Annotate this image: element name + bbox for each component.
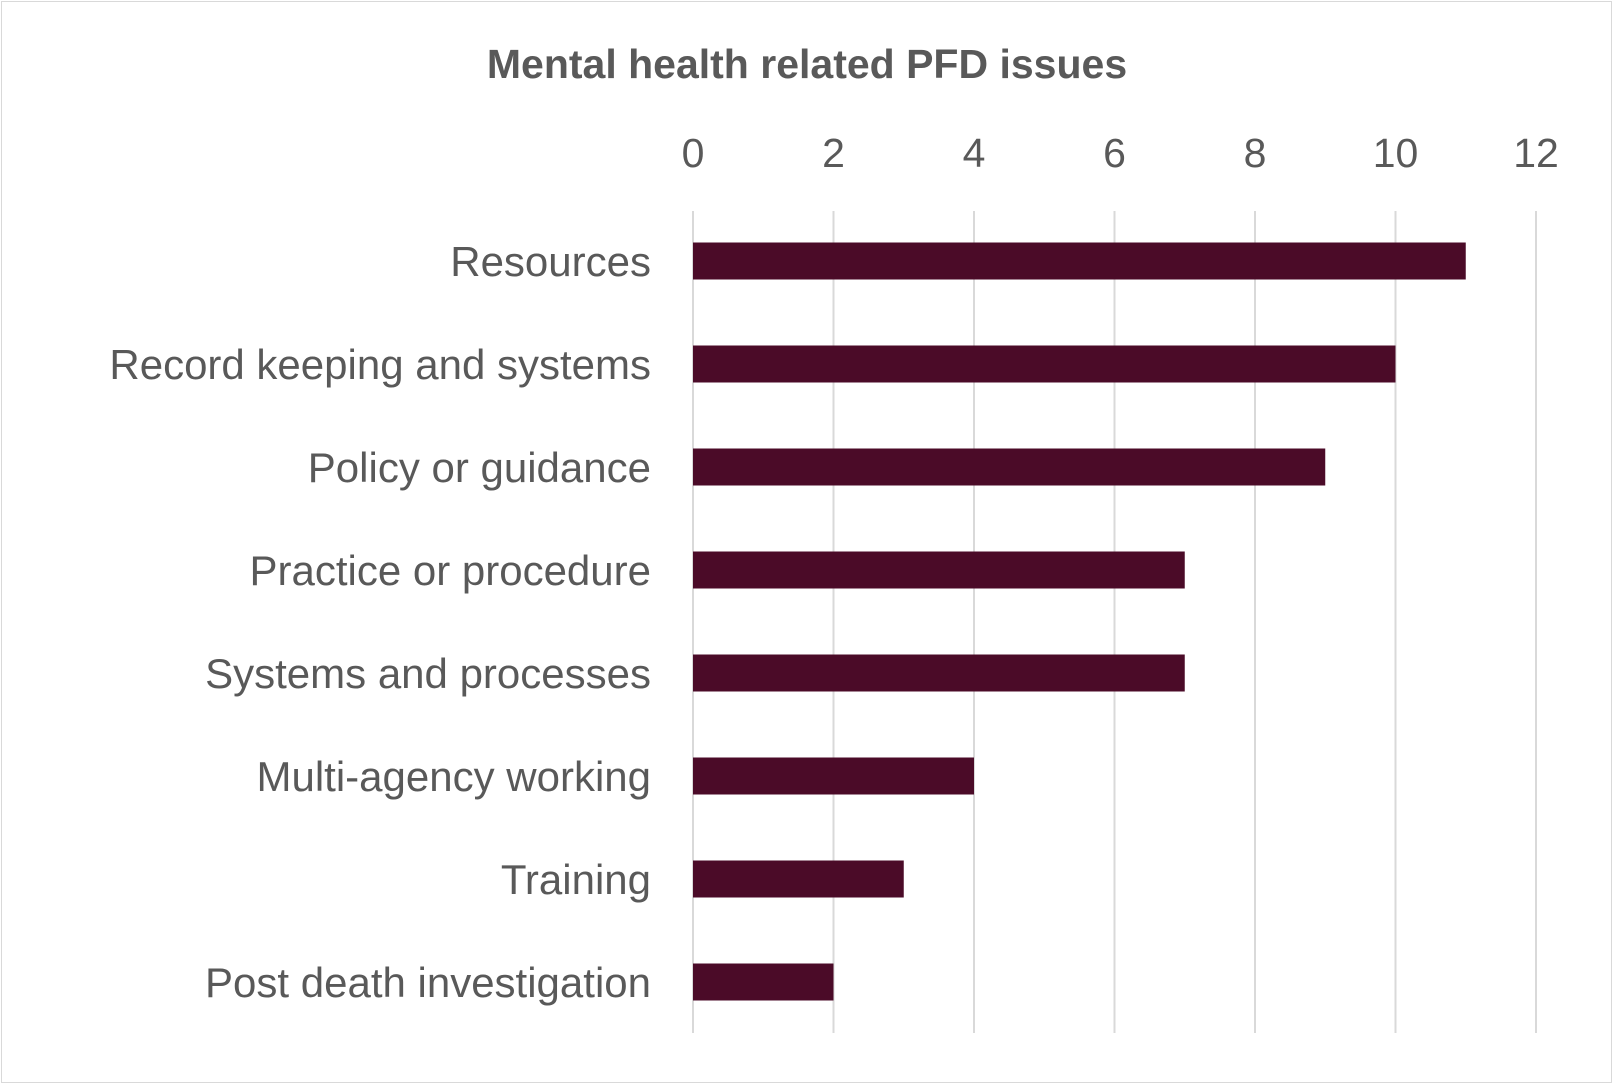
- x-tick-label: 4: [963, 130, 986, 176]
- bar: [693, 654, 1185, 692]
- x-tick-label: 0: [682, 130, 705, 176]
- category-label: Training: [501, 856, 651, 903]
- category-label: Multi-agency working: [257, 753, 652, 800]
- x-tick-label: 6: [1103, 130, 1126, 176]
- category-label: Policy or guidance: [308, 444, 651, 491]
- x-tick-label: 2: [822, 130, 845, 176]
- x-tick-label: 10: [1373, 130, 1419, 176]
- x-tick-label: 8: [1244, 130, 1267, 176]
- bar: [693, 345, 1396, 383]
- category-label: Record keeping and systems: [109, 341, 651, 388]
- category-label: Practice or procedure: [249, 547, 651, 594]
- category-label: Systems and processes: [205, 650, 651, 697]
- bar: [693, 242, 1466, 280]
- category-label: Post death investigation: [205, 959, 651, 1006]
- bar: [693, 757, 974, 795]
- category-label: Resources: [450, 238, 651, 285]
- bar: [693, 551, 1185, 589]
- chart-title: Mental health related PFD issues: [487, 41, 1127, 87]
- bar: [693, 860, 904, 898]
- bar: [693, 448, 1326, 486]
- bar: [693, 963, 834, 1001]
- x-tick-label: 12: [1513, 130, 1559, 176]
